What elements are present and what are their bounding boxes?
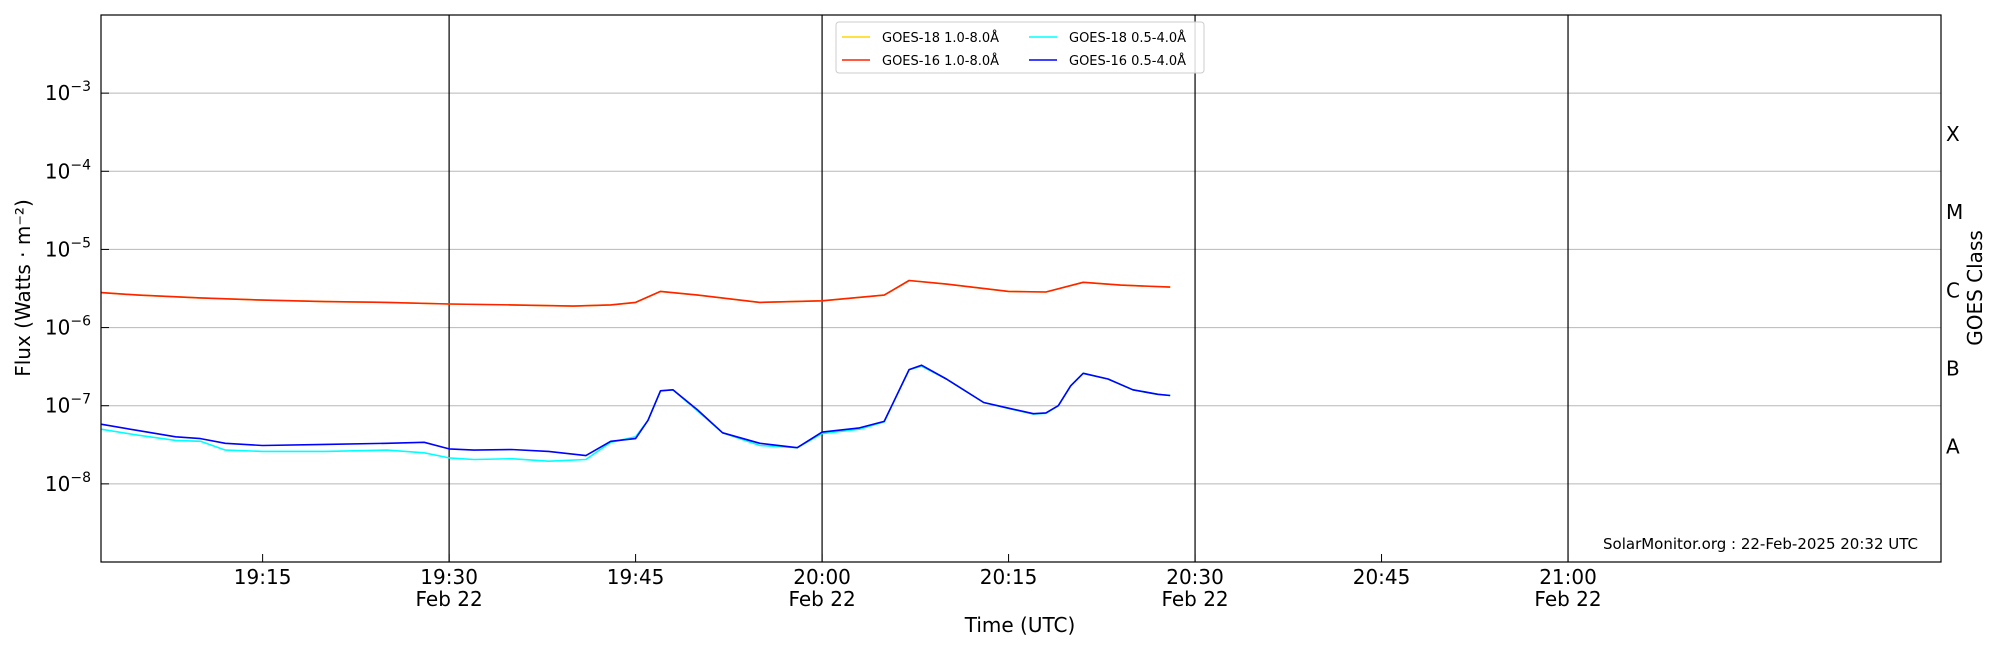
x-tick-label: 20:00 [793, 565, 851, 589]
legend-label: GOES-18 1.0-8.0Å [882, 30, 999, 46]
legend: GOES-18 1.0-8.0Å GOES-18 0.5-4.0Å GOES-16 … [835, 21, 1205, 74]
x-tick-date-label: Feb 22 [415, 587, 482, 611]
series-goes-16-1-0-8-0 [100, 279, 1171, 307]
y-tick-label: 10−6 [45, 314, 91, 340]
x-tick-label: 19:15 [234, 565, 292, 589]
legend-label: GOES-18 0.5-4.0Å [1069, 30, 1186, 46]
y-tick-label: 10−5 [45, 235, 91, 261]
right-axis-title: GOES Class [1963, 230, 1987, 346]
x-tick-label: 21:00 [1539, 565, 1597, 589]
x-tick-date-label: Feb 22 [788, 587, 855, 611]
x-tick-label: 20:45 [1353, 565, 1411, 589]
x-tick-label: 19:30 [420, 565, 478, 589]
x-tick-label: 20:15 [980, 565, 1038, 589]
y-tick-label: 10−4 [45, 157, 91, 183]
goes-class-label: A [1946, 435, 1960, 459]
y-tick-label: 10−7 [45, 392, 91, 418]
goes-class-label: B [1946, 356, 1960, 380]
x-tick-label: 20:30 [1166, 565, 1224, 589]
goes-class-labels: A B C M X [1946, 122, 1963, 459]
goes-class-label: C [1946, 278, 1960, 302]
series-layer [100, 279, 1171, 463]
goes-class-label: M [1946, 200, 1963, 224]
y-tick-label: 10−3 [45, 79, 91, 105]
x-axis-title: Time (UTC) [964, 613, 1076, 637]
goes-class-label: X [1946, 122, 1960, 146]
legend-box [835, 21, 1205, 74]
x-tick-label: 19:45 [607, 565, 665, 589]
series-goes-18-0-5-4-0 [100, 365, 1171, 463]
x-tick-date-label: Feb 22 [1161, 587, 1228, 611]
y-axis-title: Flux (Watts · m⁻²) [11, 199, 35, 377]
vertical-day-lines [448, 15, 1569, 562]
series-goes-16-0-5-4-0 [100, 364, 1171, 457]
legend-label: GOES-16 0.5-4.0Å [1069, 53, 1186, 69]
grid-layer [101, 92, 1941, 485]
legend-label: GOES-16 1.0-8.0Å [882, 53, 999, 69]
y-tick-label: 10−8 [45, 470, 91, 496]
y-axis-ticks: 10−8 10−7 10−6 10−5 10−4 10−3 [45, 79, 109, 496]
credit-text: SolarMonitor.org : 22-Feb-2025 20:32 UTC [1603, 535, 1918, 553]
plot-frame [100, 14, 1942, 563]
x-tick-date-label: Feb 22 [1534, 587, 1601, 611]
